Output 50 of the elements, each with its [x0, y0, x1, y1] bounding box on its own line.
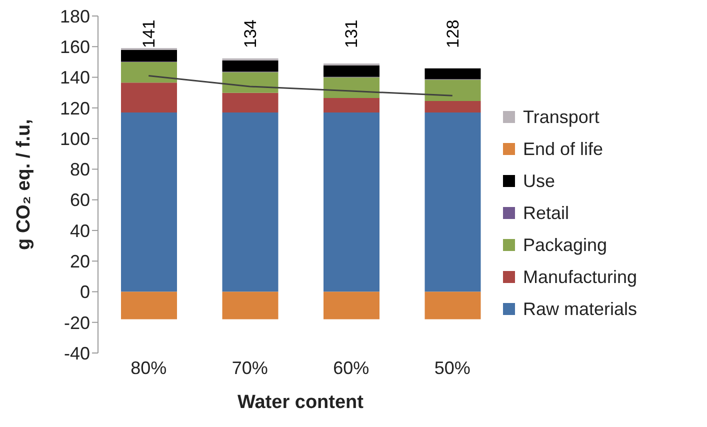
y-tick-label: 160	[60, 37, 90, 58]
data-label: 128	[443, 20, 462, 48]
legend-label: Raw materials	[523, 298, 638, 320]
y-tick-label: -20	[64, 312, 90, 333]
data-label: 131	[342, 20, 362, 48]
y-tick-label: 80	[70, 160, 90, 180]
bar	[424, 68, 481, 80]
legend-label: End of life	[523, 138, 604, 160]
data-label: 141	[140, 20, 159, 48]
x-tick-label: 70%	[232, 358, 268, 378]
bar	[222, 60, 278, 72]
bar	[222, 292, 278, 320]
line-series	[148, 74, 454, 96]
legend-label: Manufacturing	[523, 266, 638, 288]
y-tick-label: -40	[64, 343, 90, 364]
y-tick-label: 140	[60, 68, 90, 88]
bar	[121, 292, 177, 320]
bar	[121, 50, 177, 62]
bar	[324, 98, 380, 113]
y-tick-label: 120	[60, 98, 90, 118]
y-tick-label: 20	[70, 251, 90, 272]
x-axis-title: Water content	[238, 392, 364, 413]
y-tick-label: 180	[60, 6, 90, 26]
bar	[324, 112, 380, 292]
bar	[121, 112, 177, 292]
y-tick-label: 60	[70, 190, 90, 210]
bar	[324, 65, 380, 77]
bar	[222, 112, 278, 292]
x-tick-label: 80%	[130, 358, 167, 378]
bar	[324, 77, 380, 98]
bar	[424, 112, 481, 292]
bar	[424, 80, 481, 102]
y-tick-label: 0	[80, 282, 90, 302]
bar	[324, 292, 380, 320]
legend-label: Retail	[523, 202, 570, 224]
y-tick-label: 40	[70, 220, 90, 241]
legend-label: Transport	[523, 106, 600, 128]
bar	[222, 92, 278, 113]
data-label: 134	[240, 20, 260, 48]
x-tick-label: 50%	[434, 358, 470, 378]
x-tick-label: 60%	[333, 358, 370, 378]
y-tick-label: 100	[60, 128, 90, 149]
bar	[121, 82, 177, 113]
bar	[424, 101, 481, 113]
y-axis-title: g CO₂ eq. / f.u,	[14, 119, 35, 250]
legend-label: Packaging	[523, 234, 608, 256]
bar	[424, 292, 481, 320]
bar	[121, 62, 177, 83]
bar	[222, 72, 278, 93]
legend-label: Use	[523, 170, 556, 192]
